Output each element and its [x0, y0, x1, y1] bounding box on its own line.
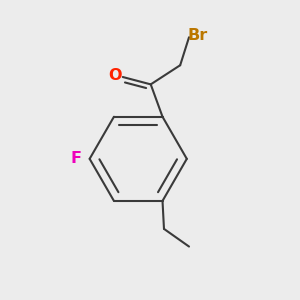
Text: F: F: [70, 151, 81, 166]
Text: Br: Br: [187, 28, 207, 43]
Text: O: O: [108, 68, 121, 83]
